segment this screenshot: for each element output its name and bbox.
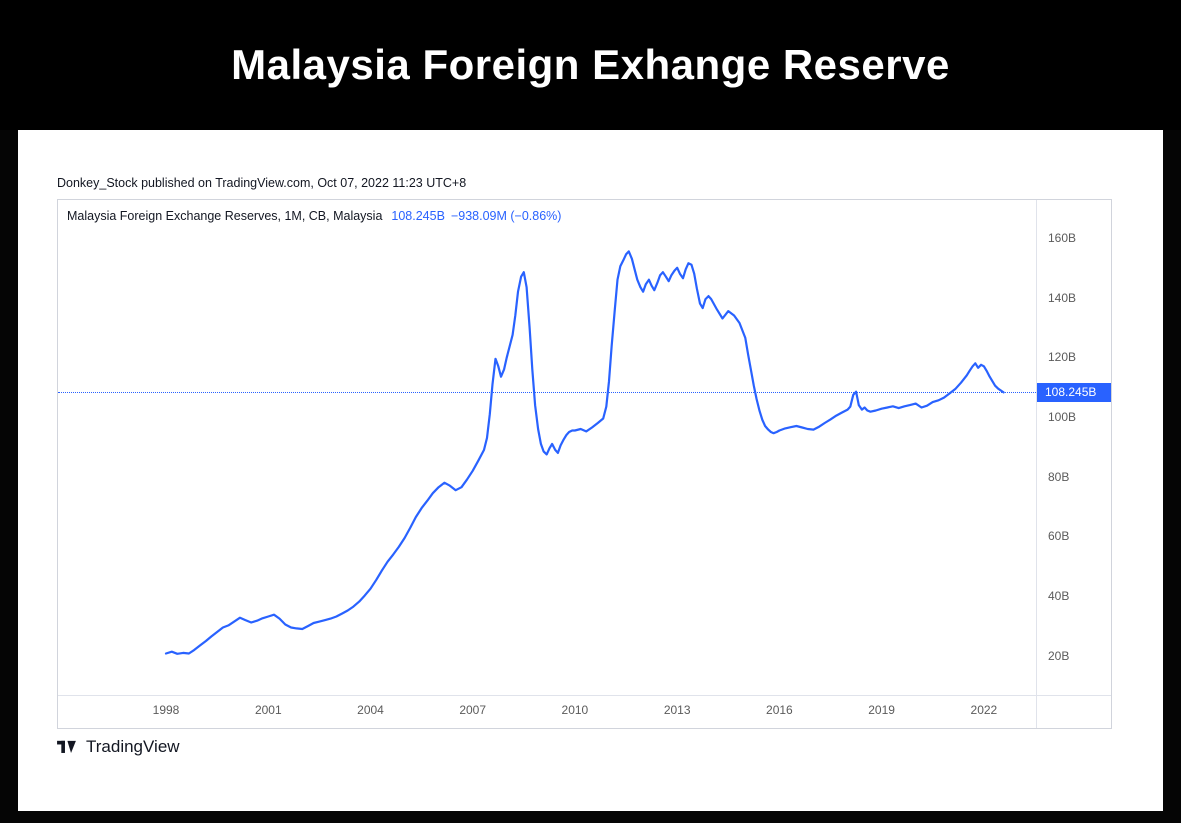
time-axis-label: 2016 — [766, 703, 793, 717]
price-axis-label: 120B — [1048, 350, 1077, 365]
chart-panel: Malaysia Foreign Exchange Reserves, 1M, … — [57, 199, 1112, 729]
time-axis-label: 1998 — [152, 703, 180, 717]
time-axis[interactable]: 1998 2001 2004 2007 2010 2013 2016 2019 2022 — [58, 696, 1036, 727]
chart-legend[interactable]: Malaysia Foreign Exchange Reserves, 1M, … — [67, 209, 561, 223]
price-line-svg — [164, 250, 1005, 655]
price-axis-label: 20B — [1048, 648, 1070, 663]
time-axis-label: 2001 — [254, 703, 282, 717]
last-price-line — [58, 392, 1036, 394]
time-axis-label: 2004 — [357, 703, 384, 717]
legend-last-value: 108.245B — [391, 209, 445, 223]
price-axis-label: 60B — [1048, 529, 1070, 544]
price-axis-label: 160B — [1048, 230, 1077, 245]
price-axis-separator — [1036, 200, 1037, 728]
price-axis-label: 40B — [1048, 589, 1070, 604]
price-axis-label: 100B — [1048, 410, 1077, 425]
time-axis-label: 2007 — [459, 703, 487, 717]
legend-symbol-title: Malaysia Foreign Exchange Reserves, 1M, … — [67, 209, 383, 223]
price-axis-label: 140B — [1048, 290, 1077, 305]
tradingview-footer: TradingView — [57, 734, 180, 760]
time-axis-label: 2013 — [663, 703, 691, 717]
price-axis-label: 80B — [1048, 469, 1070, 484]
time-axis-label: 2022 — [970, 703, 998, 717]
slide-content: Donkey_Stock published on TradingView.co… — [18, 130, 1163, 811]
last-price-label: 108.245B — [1037, 382, 1111, 402]
page-title: Malaysia Foreign Exhange Reserve — [231, 41, 950, 88]
time-axis-label: 2019 — [868, 703, 895, 717]
tradingview-logo-icon — [57, 739, 79, 756]
price-axis[interactable]: 160B 140B 120B 100B 80B 60B 40B 20B — [1037, 200, 1111, 695]
legend-change-value: −938.09M (−0.86%) — [450, 209, 562, 223]
time-axis-separator — [58, 695, 1111, 696]
tradingview-brand-text: TradingView — [86, 737, 180, 756]
plot-area[interactable] — [58, 200, 1036, 695]
title-banner: Malaysia Foreign Exhange Reserve — [0, 0, 1181, 130]
attribution-text: Donkey_Stock published on TradingView.co… — [57, 176, 467, 190]
time-axis-label: 2010 — [561, 703, 589, 717]
